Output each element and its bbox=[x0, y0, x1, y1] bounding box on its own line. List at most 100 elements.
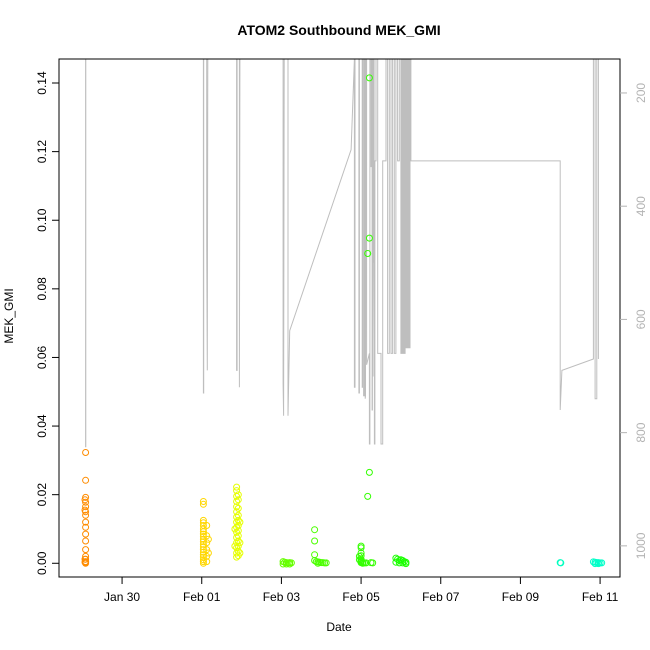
data-point bbox=[203, 532, 211, 540]
data-point bbox=[234, 511, 242, 519]
data-point bbox=[199, 559, 207, 567]
data-point bbox=[199, 500, 207, 508]
data-point bbox=[364, 492, 372, 500]
data-point bbox=[199, 546, 207, 554]
chart-title: ATOM2 Southbound MEK_GMI bbox=[237, 22, 440, 38]
data-point bbox=[203, 552, 211, 560]
y-tick-label: 0.14 bbox=[35, 71, 49, 95]
data-point bbox=[233, 539, 241, 547]
data-point bbox=[199, 540, 207, 548]
y2-tick-label: 1000 bbox=[634, 532, 648, 559]
data-point bbox=[234, 537, 242, 545]
data-point bbox=[204, 549, 212, 557]
data-point bbox=[234, 547, 242, 555]
data-point bbox=[204, 535, 212, 543]
data-point bbox=[233, 513, 241, 521]
data-point bbox=[233, 534, 241, 541]
data-point bbox=[557, 559, 565, 567]
data-point bbox=[236, 518, 244, 526]
data-point bbox=[82, 518, 90, 526]
data-point bbox=[279, 560, 287, 568]
x-tick-label: Feb 03 bbox=[263, 590, 301, 604]
data-point bbox=[236, 539, 244, 547]
data-point bbox=[314, 559, 322, 567]
data-point bbox=[234, 542, 242, 550]
x-tick-label: Feb 09 bbox=[502, 590, 540, 604]
data-point bbox=[199, 516, 207, 524]
y-tick-label: 0.12 bbox=[35, 140, 49, 164]
x-tick-label: Jan 30 bbox=[104, 590, 140, 604]
data-point bbox=[364, 250, 372, 257]
data-point bbox=[82, 449, 90, 456]
data-point bbox=[355, 552, 363, 560]
data-point bbox=[399, 559, 407, 567]
data-point bbox=[311, 537, 319, 545]
data-point bbox=[234, 491, 242, 499]
data-point bbox=[233, 483, 241, 491]
y-tick-label: 0.00 bbox=[35, 551, 49, 575]
data-point bbox=[234, 532, 242, 540]
data-point bbox=[365, 74, 373, 82]
data-point bbox=[365, 234, 373, 242]
plot-frame bbox=[58, 58, 621, 578]
data-point bbox=[82, 523, 90, 531]
data-point bbox=[233, 498, 241, 505]
data-point bbox=[81, 555, 89, 563]
data-point bbox=[233, 523, 241, 531]
y-tick-label: 0.08 bbox=[35, 277, 49, 301]
x-axis-label: Date bbox=[326, 620, 352, 634]
points-layer bbox=[81, 74, 606, 568]
secondary-line bbox=[85, 58, 599, 448]
data-point bbox=[402, 560, 410, 568]
data-point bbox=[199, 498, 207, 505]
data-point bbox=[359, 559, 367, 567]
data-point bbox=[282, 560, 290, 568]
data-point bbox=[234, 516, 242, 524]
data-point bbox=[231, 542, 239, 550]
y-axis-label: MEK_GMI bbox=[2, 288, 16, 343]
data-point bbox=[231, 525, 239, 533]
data-point bbox=[82, 530, 90, 538]
y-tick-label: 0.02 bbox=[35, 483, 49, 507]
data-point bbox=[234, 504, 242, 512]
data-point bbox=[357, 544, 365, 552]
data-point bbox=[199, 530, 207, 538]
y2-tick-label: 200 bbox=[634, 83, 648, 103]
secondary-series-layer bbox=[85, 58, 599, 448]
secondary-y-axis: 200 400 600 800 1000 bbox=[620, 83, 648, 559]
data-point bbox=[203, 522, 211, 529]
data-point bbox=[236, 549, 244, 557]
data-point bbox=[234, 527, 242, 535]
data-point bbox=[287, 559, 295, 567]
y2-tick-label: 800 bbox=[634, 422, 648, 442]
data-point bbox=[82, 476, 90, 484]
data-point bbox=[233, 553, 241, 561]
y-tick-label: 0.10 bbox=[35, 208, 49, 232]
y-axis: 0.00 0.02 0.04 0.06 0.08 0.10 0.12 0.14 bbox=[35, 71, 59, 575]
data-point bbox=[82, 511, 90, 519]
x-tick-label: Feb 05 bbox=[342, 590, 380, 604]
x-tick-label: Feb 07 bbox=[422, 590, 460, 604]
data-point bbox=[233, 508, 241, 516]
y-tick-label: 0.04 bbox=[35, 414, 49, 438]
data-point bbox=[203, 539, 211, 547]
data-point bbox=[203, 546, 211, 554]
data-point bbox=[594, 560, 602, 568]
data-point bbox=[203, 558, 211, 566]
data-point bbox=[365, 468, 373, 476]
x-tick-label: Feb 11 bbox=[582, 590, 619, 604]
data-point bbox=[233, 528, 241, 536]
data-point bbox=[311, 526, 319, 534]
data-point bbox=[81, 506, 89, 514]
data-point bbox=[233, 503, 241, 511]
data-point bbox=[392, 558, 400, 566]
data-point bbox=[233, 518, 241, 526]
data-point bbox=[286, 560, 294, 568]
x-tick-label: Feb 01 bbox=[183, 590, 221, 604]
y2-tick-label: 400 bbox=[634, 196, 648, 216]
data-point bbox=[591, 560, 599, 568]
y-tick-label: 0.06 bbox=[35, 345, 49, 369]
data-point bbox=[322, 559, 330, 567]
data-point bbox=[233, 544, 241, 552]
